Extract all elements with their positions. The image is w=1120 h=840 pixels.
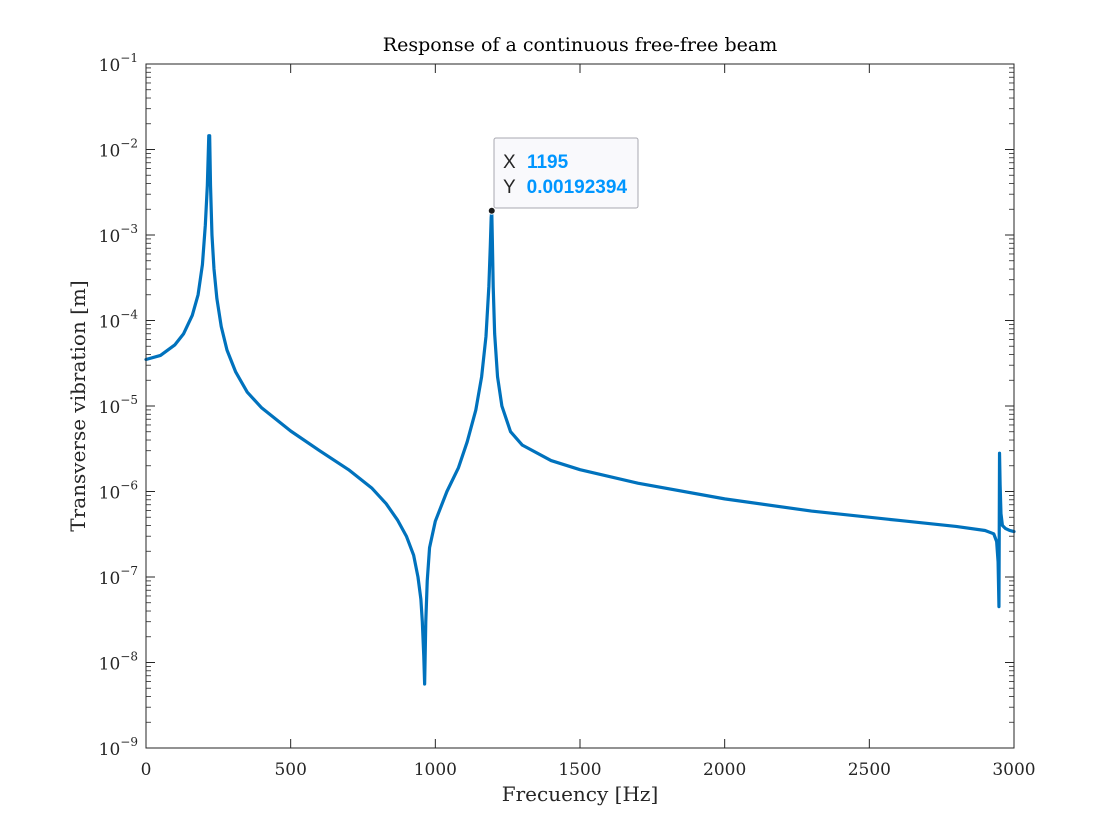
y-tick-label: 10−9	[99, 735, 138, 760]
x-tick-label: 2500	[848, 760, 891, 780]
y-tick-label: 10−2	[99, 137, 138, 162]
tick-marks	[145, 63, 1015, 749]
y-tick-label: 10−3	[99, 222, 138, 247]
y-tick-label: 10−1	[99, 51, 138, 76]
y-tick-label: 10−4	[99, 308, 139, 333]
y-axis-label: Transverse vibration [m]	[66, 280, 90, 531]
x-tick-label: 0	[141, 760, 152, 780]
x-tick-label: 500	[274, 760, 306, 780]
datatip[interactable]: X 1195 Y 0.00192394	[487, 137, 639, 215]
x-tick-label: 2000	[703, 760, 746, 780]
x-tick-label: 1500	[558, 760, 601, 780]
response-line	[144, 134, 1016, 686]
y-tick-label: 10−8	[99, 650, 138, 675]
x-tick-label: 1000	[414, 760, 457, 780]
y-tick-label: 10−7	[99, 564, 138, 589]
x-axis-label: Frecuency [Hz]	[502, 782, 659, 806]
x-tick-label: 3000	[992, 760, 1035, 780]
y-tick-label: 10−5	[99, 393, 138, 418]
y-tick-label: 10−6	[99, 479, 138, 504]
axes-box	[145, 63, 1015, 749]
datatip-y-label: Y	[503, 177, 516, 198]
y-tick-labels: 10−9 10−8 10−7 10−6 10−5 10−4 10−3 10−2 10−1	[99, 51, 139, 760]
datatip-marker[interactable]	[487, 206, 496, 215]
datatip-y-row: Y 0.00192394	[503, 177, 627, 198]
datatip-x-value: 1195	[527, 152, 569, 173]
datatip-x-row: X 1195	[503, 152, 569, 173]
series-layer	[144, 134, 1016, 686]
x-tick-labels: 0 500 1000 1500 2000 2500 3000	[141, 760, 1036, 780]
datatip-box	[493, 137, 639, 209]
datatip-x-label: X	[503, 152, 516, 173]
datatip-y-value: 0.00192394	[527, 177, 628, 198]
chart-title: Response of a continuous free-free beam	[383, 34, 777, 56]
